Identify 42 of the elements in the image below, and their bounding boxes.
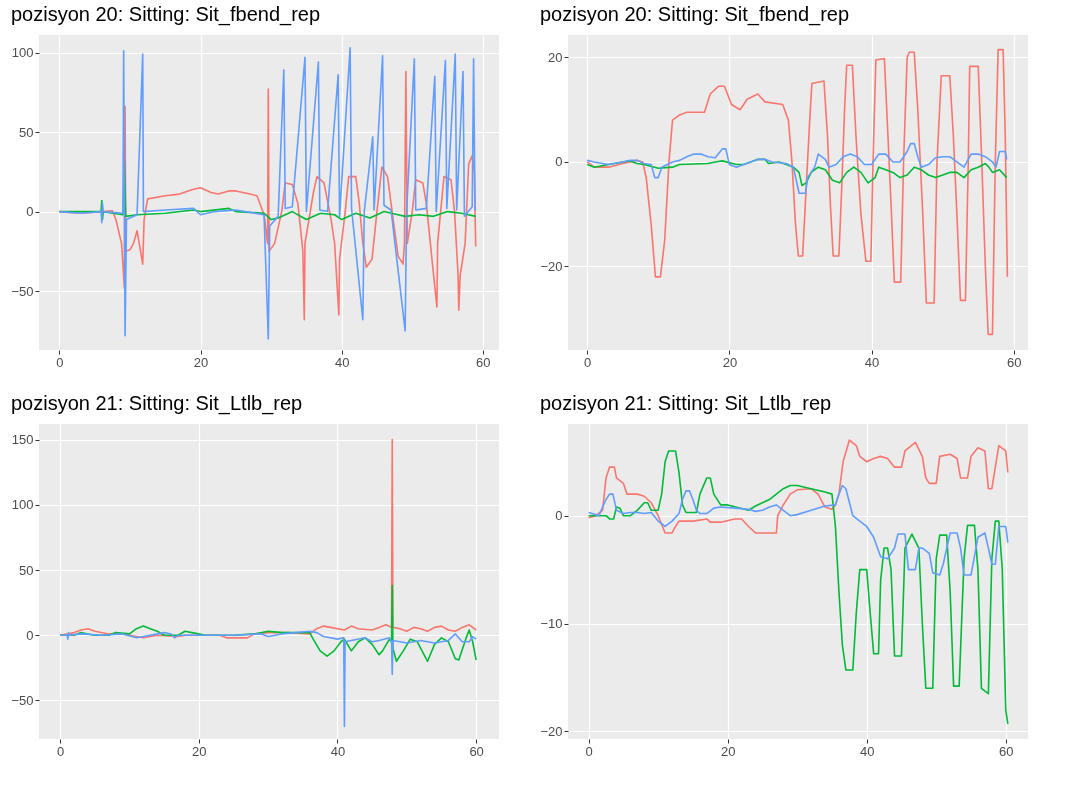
x-tick-label: 60 (469, 743, 484, 759)
line-series (586, 48, 1009, 336)
x-tick-label: 20 (722, 354, 738, 370)
y-tick-label: 0 (555, 154, 563, 170)
y-tick-label: 0 (26, 627, 34, 643)
y-tick-label: 0 (555, 508, 563, 524)
x-tick-label: 40 (330, 743, 346, 759)
line-series (587, 484, 1009, 576)
line-series (587, 450, 1009, 725)
y-tick-label: −20 (540, 723, 563, 739)
chart-title: pozisyon 20: Sitting: Sit_fbend_rep (10, 3, 321, 26)
y-tick-label: −50 (11, 692, 34, 708)
x-tick-label: 20 (192, 743, 207, 759)
y-tick-label: −10 (540, 616, 563, 632)
chart-title: pozisyon 21: Sitting: Sit_Ltlb_rep (10, 392, 303, 415)
x-tick-label: 0 (585, 743, 593, 759)
y-tick-label: 50 (19, 124, 34, 140)
line-series (587, 439, 1009, 534)
line-series (586, 142, 1008, 195)
x-tick-label: 20 (193, 354, 209, 370)
x-tick-label: 60 (999, 743, 1014, 759)
chart-title: pozisyon 20: Sitting: Sit_fbend_rep (539, 3, 850, 26)
x-tick-label: 40 (864, 354, 880, 370)
y-tick-label: −20 (540, 258, 563, 274)
y-tick-label: 150 (11, 432, 34, 448)
x-tick-label: 40 (334, 354, 350, 370)
x-tick-label: 60 (1007, 354, 1022, 370)
x-tick-label: 20 (720, 743, 736, 759)
x-tick-label: 40 (859, 743, 875, 759)
x-tick-label: 0 (57, 743, 65, 759)
y-tick-label: 20 (548, 49, 563, 65)
x-tick-label: 60 (476, 354, 491, 370)
y-tick-label: 100 (11, 497, 34, 513)
x-tick-label: 0 (56, 354, 64, 370)
y-tick-label: −50 (11, 283, 34, 299)
line-series (586, 158, 1008, 187)
y-tick-label: 50 (19, 562, 34, 578)
y-tick-label: 0 (26, 204, 34, 220)
y-tick-label: 100 (11, 45, 34, 60)
line-series (59, 630, 477, 728)
chart-title: pozisyon 21: Sitting: Sit_Ltlb_rep (539, 392, 832, 415)
x-tick-label: 0 (584, 354, 592, 370)
